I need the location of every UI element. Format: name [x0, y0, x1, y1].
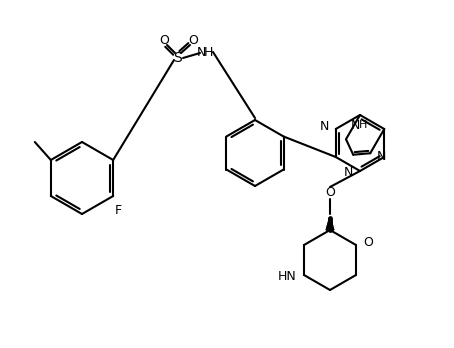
Polygon shape — [326, 218, 334, 230]
Text: S: S — [173, 51, 183, 65]
Text: H: H — [203, 47, 212, 60]
Polygon shape — [326, 218, 334, 230]
Text: F: F — [115, 204, 122, 217]
Text: N: N — [344, 166, 353, 180]
Text: O: O — [325, 187, 335, 199]
Text: O: O — [159, 33, 169, 47]
Text: O: O — [363, 236, 373, 248]
Text: N: N — [351, 119, 360, 132]
Text: HN: HN — [277, 270, 296, 284]
Text: N: N — [319, 120, 329, 134]
Text: N: N — [196, 47, 206, 60]
Text: N: N — [377, 150, 387, 163]
Text: O: O — [188, 33, 198, 47]
Text: H: H — [359, 120, 367, 130]
